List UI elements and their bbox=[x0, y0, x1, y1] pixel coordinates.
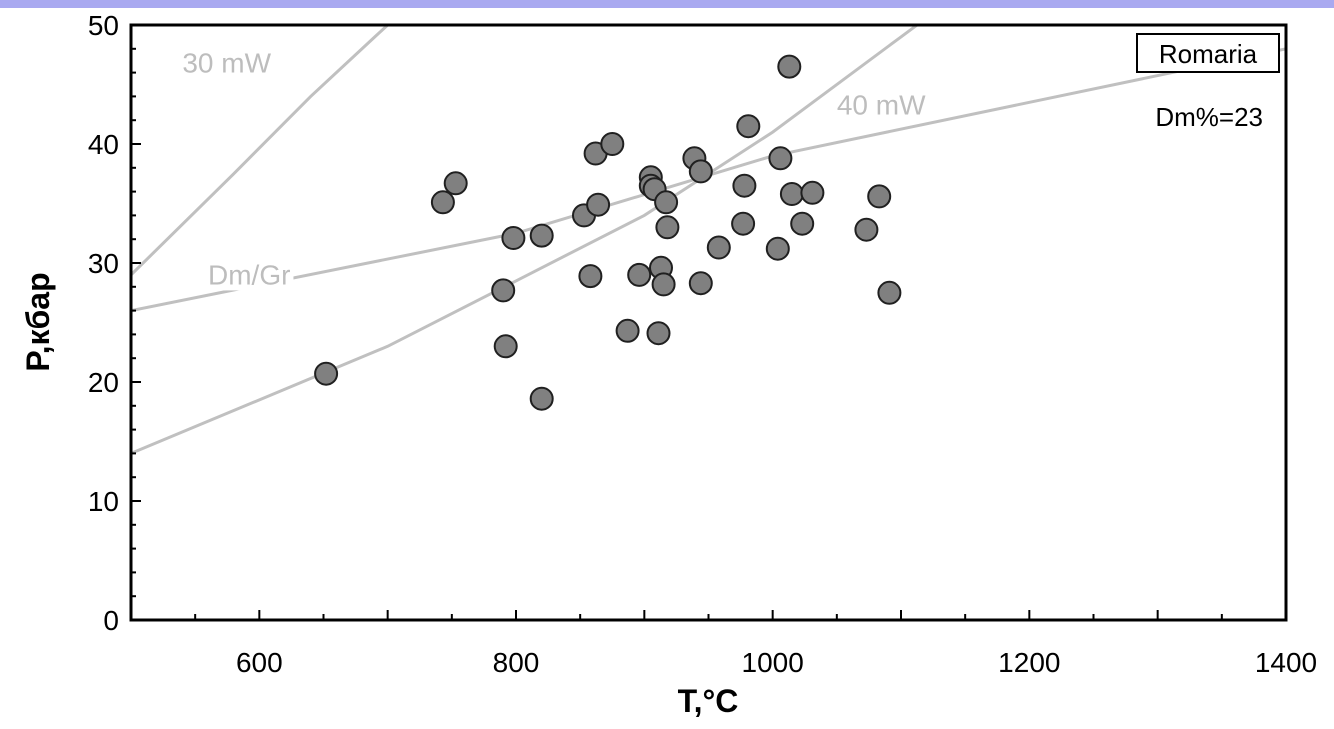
reference-line-label-bg-1 bbox=[833, 89, 930, 121]
x-tick-label-3: 1200 bbox=[998, 647, 1060, 678]
y-tick-label-3: 30 bbox=[88, 248, 119, 279]
legend-box-label: Romaria bbox=[1159, 39, 1258, 69]
reference-line-label-bg-2 bbox=[205, 259, 294, 291]
data-point-26 bbox=[706, 235, 731, 260]
y-tick-label-4: 40 bbox=[88, 129, 119, 160]
x-tick-label-1: 800 bbox=[493, 647, 540, 678]
y-tick-label-0: 0 bbox=[103, 605, 119, 636]
reference-line-label-bg-0 bbox=[179, 47, 275, 79]
annotation-text: Dm%=23 bbox=[1155, 102, 1263, 132]
reference-line-label-1: 40 mW bbox=[837, 89, 926, 120]
reference-line-labels: 30 mW 40 mW Dm/Gr bbox=[179, 47, 930, 291]
data-point-33 bbox=[779, 182, 804, 206]
top-bar bbox=[0, 0, 1334, 8]
data-point-37 bbox=[867, 184, 892, 209]
data-point-7 bbox=[529, 386, 554, 411]
data-point-28 bbox=[732, 173, 757, 198]
data-point-0 bbox=[314, 361, 339, 386]
data-point-21 bbox=[654, 190, 679, 215]
x-axis-ticks: 600 800 1000 1200 1400 bbox=[130, 610, 1317, 678]
reference-line-label-2: Dm/Gr bbox=[208, 259, 290, 290]
x-tick-label-0: 600 bbox=[236, 647, 283, 678]
data-point-29 bbox=[736, 114, 761, 139]
x-tick-label-4: 1400 bbox=[1255, 647, 1317, 678]
y-axis-title: P,кбар bbox=[20, 272, 56, 371]
y-tick-label-5: 50 bbox=[88, 10, 119, 41]
data-point-2 bbox=[443, 171, 468, 196]
y-tick-label-2: 20 bbox=[88, 367, 119, 398]
reference-line-0 bbox=[131, 25, 389, 276]
data-point-38 bbox=[877, 280, 902, 305]
data-point-13 bbox=[615, 318, 640, 343]
data-point-20 bbox=[651, 272, 676, 297]
data-point-4 bbox=[493, 334, 518, 359]
data-point-24 bbox=[688, 159, 713, 184]
data-point-27 bbox=[731, 211, 756, 236]
reference-line-1 bbox=[131, 25, 920, 455]
data-point-6 bbox=[529, 223, 554, 248]
data-point-32 bbox=[777, 54, 802, 79]
data-point-31 bbox=[768, 146, 793, 171]
data-point-36 bbox=[854, 217, 879, 242]
data-point-1 bbox=[430, 190, 455, 215]
data-point-34 bbox=[790, 211, 815, 236]
plot-frame bbox=[129, 23, 1288, 622]
data-point-35 bbox=[800, 180, 825, 205]
x-axis-title: T,°C bbox=[678, 683, 739, 719]
y-axis-ticks: 0 10 20 30 40 50 bbox=[88, 10, 141, 636]
legend-box bbox=[1136, 33, 1280, 73]
data-point-25 bbox=[688, 271, 713, 296]
y-tick-label-1: 10 bbox=[88, 486, 119, 517]
data-point-5 bbox=[501, 226, 526, 250]
data-point-11 bbox=[586, 192, 611, 217]
reference-lines bbox=[131, 25, 1286, 455]
reference-line-label-0: 30 mW bbox=[182, 48, 271, 79]
data-point-14 bbox=[627, 262, 652, 287]
data-point-9 bbox=[578, 264, 603, 289]
data-point-12 bbox=[600, 132, 625, 156]
data-point-22 bbox=[655, 215, 680, 240]
x-tick-label-2: 1000 bbox=[742, 647, 804, 678]
data-point-3 bbox=[491, 278, 516, 303]
data-points bbox=[314, 54, 902, 411]
data-point-18 bbox=[646, 321, 671, 346]
data-point-30 bbox=[765, 236, 790, 261]
